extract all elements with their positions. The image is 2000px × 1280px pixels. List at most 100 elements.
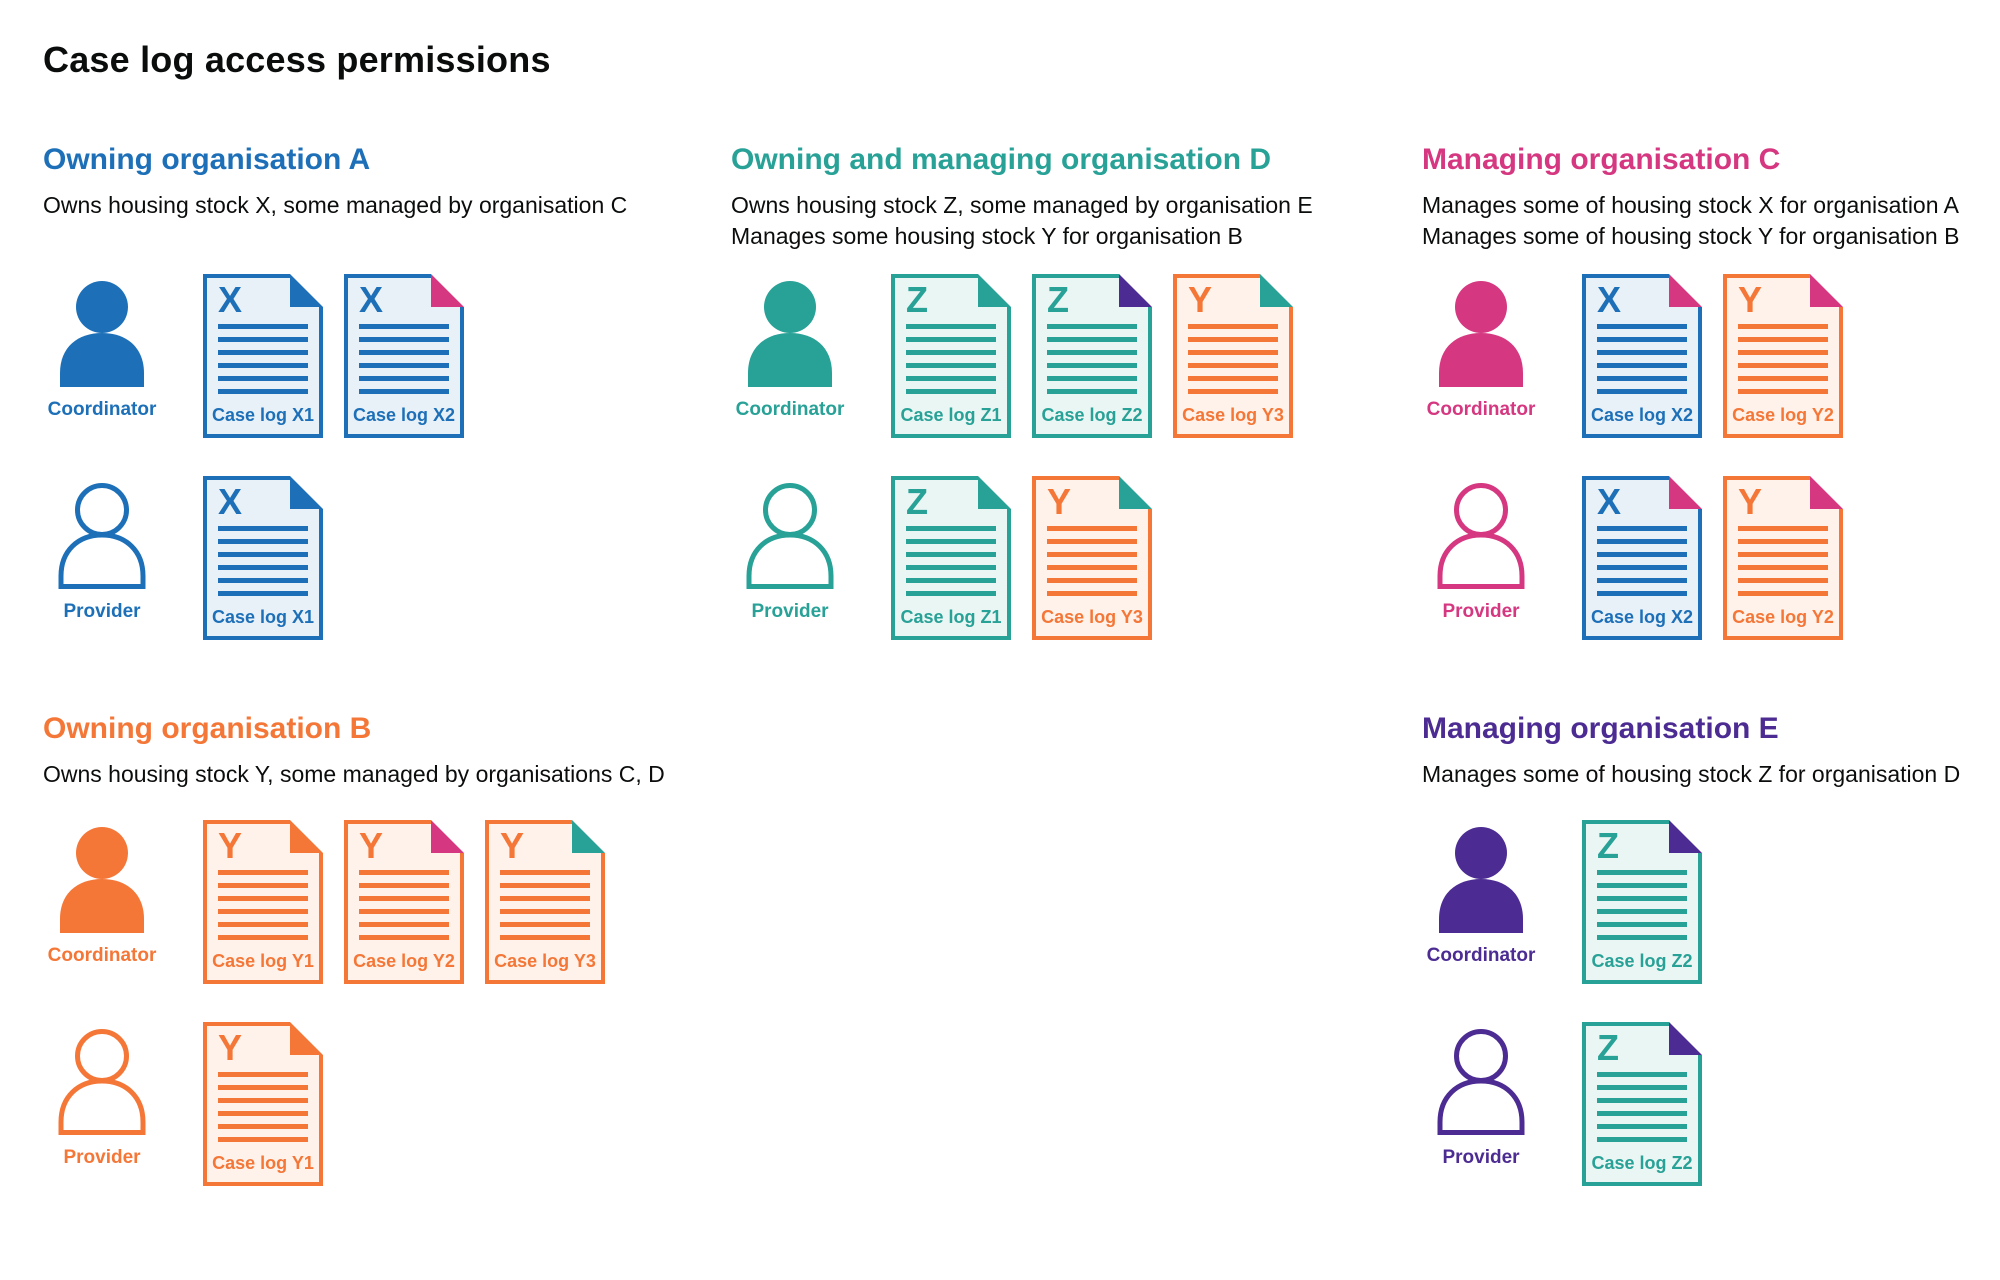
role-row: Provider Z Case log Z1 Y Case log Y3 xyxy=(731,476,1399,640)
stock-letter: Y xyxy=(359,825,383,866)
role-row: Coordinator X Case log X1 X Case log X2 xyxy=(43,274,711,438)
document-text-lines xyxy=(1597,526,1687,596)
case-log-documents: Y Case log Y1 xyxy=(203,1022,323,1186)
document-text-lines xyxy=(1047,526,1137,596)
section-heading: Managing organisation E xyxy=(1422,712,1779,745)
case-log-label: Case log Z1 xyxy=(900,405,1001,425)
role-row: Provider Z Case log Z2 xyxy=(1422,1022,2000,1186)
person-role-label: Coordinator xyxy=(47,399,157,420)
case-log-document: X Case log X1 xyxy=(203,476,323,640)
role-row: Coordinator Z Case log Z2 xyxy=(1422,820,2000,984)
case-log-documents: X Case log X2 Y Case log Y2 xyxy=(1582,274,1843,438)
coordinator-filled-person-icon xyxy=(60,827,144,933)
stock-letter: X xyxy=(1597,279,1621,320)
section-description-line: Manages some housing stock Y for organis… xyxy=(731,223,1243,249)
document-text-lines xyxy=(1047,324,1137,394)
fold-corner xyxy=(1260,274,1293,307)
document-text-lines xyxy=(1738,324,1828,394)
person-role-label: Coordinator xyxy=(1426,945,1536,966)
fold-corner xyxy=(1810,476,1843,509)
fold-corner xyxy=(978,274,1011,307)
case-log-document: Y Case log Y2 xyxy=(344,820,464,984)
stock-letter: Y xyxy=(218,1027,242,1068)
fold-corner xyxy=(290,476,323,509)
section-description-line: Owns housing stock Y, some managed by or… xyxy=(43,761,665,787)
stock-letter: Y xyxy=(500,825,524,866)
document-text-lines xyxy=(218,324,308,394)
case-log-label: Case log Z2 xyxy=(1591,951,1692,971)
document-text-lines xyxy=(218,1072,308,1142)
organisation-section-org-d: Owning and managing organisation D Owns … xyxy=(731,142,1399,678)
provider-outline-person-icon xyxy=(58,483,146,589)
organisation-section-org-c: Managing organisation C Manages some of … xyxy=(1422,142,2000,678)
case-log-document: Y Case log Y3 xyxy=(485,820,605,984)
document-text-lines xyxy=(218,526,308,596)
section-heading: Managing organisation C xyxy=(1422,143,1781,176)
document-text-lines xyxy=(500,870,590,940)
case-log-label: Case log Y2 xyxy=(1732,405,1834,425)
document-text-lines xyxy=(1188,324,1278,394)
stock-letter: Y xyxy=(1047,481,1071,522)
section-description: Owns housing stock X, some managed by or… xyxy=(43,190,711,252)
case-log-documents: Z Case log Z1 Y Case log Y3 xyxy=(891,476,1152,640)
stock-letter: Y xyxy=(1738,481,1762,522)
section-heading: Owning organisation B xyxy=(43,712,372,745)
case-log-document: Z Case log Z2 xyxy=(1582,820,1702,984)
person: Provider xyxy=(731,476,891,623)
stock-letter: X xyxy=(1597,481,1621,522)
organisation-section-org-b: Owning organisation B Owns housing stock… xyxy=(43,711,711,1224)
case-log-document: X Case log X2 xyxy=(1582,274,1702,438)
person: Coordinator xyxy=(43,274,203,421)
case-log-document: Y Case log Y1 xyxy=(203,820,323,984)
case-log-label: Case log Z2 xyxy=(1591,1153,1692,1173)
section-description: Owns housing stock Y, some managed by or… xyxy=(43,759,711,790)
stock-letter: Z xyxy=(906,279,928,320)
case-log-document: X Case log X1 xyxy=(203,274,323,438)
case-log-label: Case log Y3 xyxy=(1182,405,1284,425)
role-row: Coordinator Y Case log Y1 Y Case log Y2 xyxy=(43,820,711,984)
stock-letter: Y xyxy=(218,825,242,866)
section-description-line: Manages some of housing stock Y for orga… xyxy=(1422,223,1960,249)
role-row: Provider X Case log X2 Y Case log Y2 xyxy=(1422,476,2000,640)
person-role-label: Provider xyxy=(1442,601,1520,622)
person-role-label: Coordinator xyxy=(1426,399,1536,420)
section-description-line: Owns housing stock X, some managed by or… xyxy=(43,192,628,218)
stock-letter: Y xyxy=(1738,279,1762,320)
section-description-line: Manages some of housing stock X for orga… xyxy=(1422,192,1959,218)
coordinator-filled-person-icon xyxy=(748,281,832,387)
document-text-lines xyxy=(906,526,996,596)
case-log-document: X Case log X2 xyxy=(344,274,464,438)
role-row: Provider X Case log X1 xyxy=(43,476,711,640)
person-role-label: Coordinator xyxy=(735,399,845,420)
page-title: Case log access permissions xyxy=(43,39,551,80)
case-log-document: Z Case log Z2 xyxy=(1582,1022,1702,1186)
provider-outline-person-icon xyxy=(746,483,834,589)
case-log-documents: X Case log X1 xyxy=(203,476,323,640)
fold-corner xyxy=(290,1022,323,1055)
stock-letter: Y xyxy=(1188,279,1212,320)
case-log-document: Z Case log Z1 xyxy=(891,274,1011,438)
fold-corner xyxy=(1669,820,1702,853)
stock-letter: Z xyxy=(1597,825,1619,866)
section-description-line: Owns housing stock Z, some managed by or… xyxy=(731,192,1313,218)
section-rows: Coordinator Z Case log Z2 Provider Z xyxy=(1422,820,2000,1186)
document-text-lines xyxy=(1738,526,1828,596)
document-text-lines xyxy=(1597,1072,1687,1142)
fold-corner xyxy=(431,274,464,307)
person: Provider xyxy=(43,476,203,623)
case-log-label: Case log X1 xyxy=(212,607,314,627)
document-text-lines xyxy=(1597,870,1687,940)
organisation-section-org-a: Owning organisation A Owns housing stock… xyxy=(43,142,711,678)
case-log-documents: Y Case log Y1 Y Case log Y2 Y xyxy=(203,820,605,984)
case-log-label: Case log Y3 xyxy=(494,951,596,971)
case-log-label: Case log X2 xyxy=(1591,607,1693,627)
stock-letter: Z xyxy=(1047,279,1069,320)
case-log-label: Case log X2 xyxy=(353,405,455,425)
case-log-document: Y Case log Y2 xyxy=(1723,476,1843,640)
case-log-label: Case log Y1 xyxy=(212,951,314,971)
role-row: Coordinator Z Case log Z1 Z Case log Z2 xyxy=(731,274,1399,438)
role-row: Coordinator X Case log X2 Y Case log Y2 xyxy=(1422,274,2000,438)
case-log-document: Y Case log Y3 xyxy=(1032,476,1152,640)
person: Coordinator xyxy=(43,820,203,967)
fold-corner xyxy=(290,274,323,307)
